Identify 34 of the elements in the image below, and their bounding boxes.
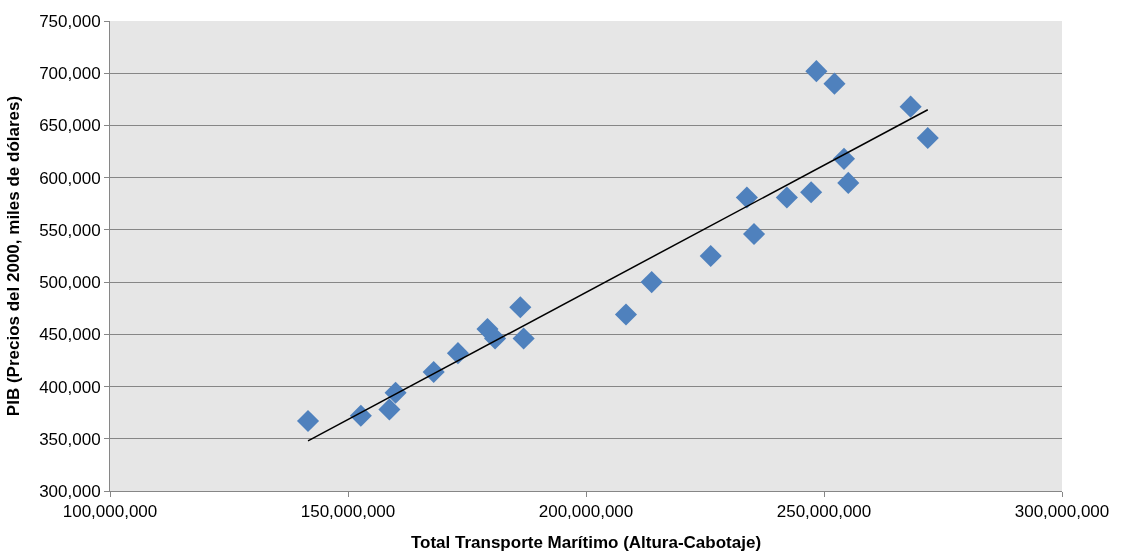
y-tick-label: 750,000 — [39, 11, 101, 31]
point — [512, 327, 535, 350]
point — [640, 271, 663, 294]
y-tick-label: 350,000 — [39, 429, 101, 449]
point — [742, 223, 766, 246]
point — [735, 186, 758, 209]
x-tick-label: 250,000,000 — [776, 502, 872, 522]
point — [805, 60, 828, 83]
point — [509, 296, 532, 319]
y-tick-label: 500,000 — [39, 273, 101, 293]
y-tick-label: 700,000 — [39, 64, 101, 84]
point — [446, 342, 470, 365]
x-tick-label: 200,000,000 — [538, 502, 634, 522]
y-tick-label: 550,000 — [39, 220, 101, 240]
point — [916, 126, 939, 150]
x-tick-label: 150,000,000 — [300, 502, 396, 522]
point — [296, 409, 320, 433]
point — [837, 171, 860, 194]
point — [823, 72, 846, 95]
point — [775, 186, 798, 209]
point — [699, 244, 722, 268]
point — [614, 303, 638, 326]
y-tick-label: 600,000 — [39, 168, 101, 188]
y-tick-label: 650,000 — [39, 116, 101, 136]
point — [378, 398, 401, 421]
x-tick-label: 300,000,000 — [1014, 502, 1110, 522]
y-axis-title: PIB (Precios del 2000, miles de dólares) — [3, 95, 23, 417]
y-tick-label: 400,000 — [39, 377, 101, 397]
point — [899, 95, 922, 118]
x-axis-title: Total Transporte Marítimo (Altura-Cabotaje) — [410, 532, 762, 552]
y-tick-label: 300,000 — [39, 481, 101, 501]
x-tick-label: 100,000,000 — [62, 502, 158, 522]
y-tick-label: 450,000 — [39, 325, 101, 345]
point — [800, 181, 823, 204]
